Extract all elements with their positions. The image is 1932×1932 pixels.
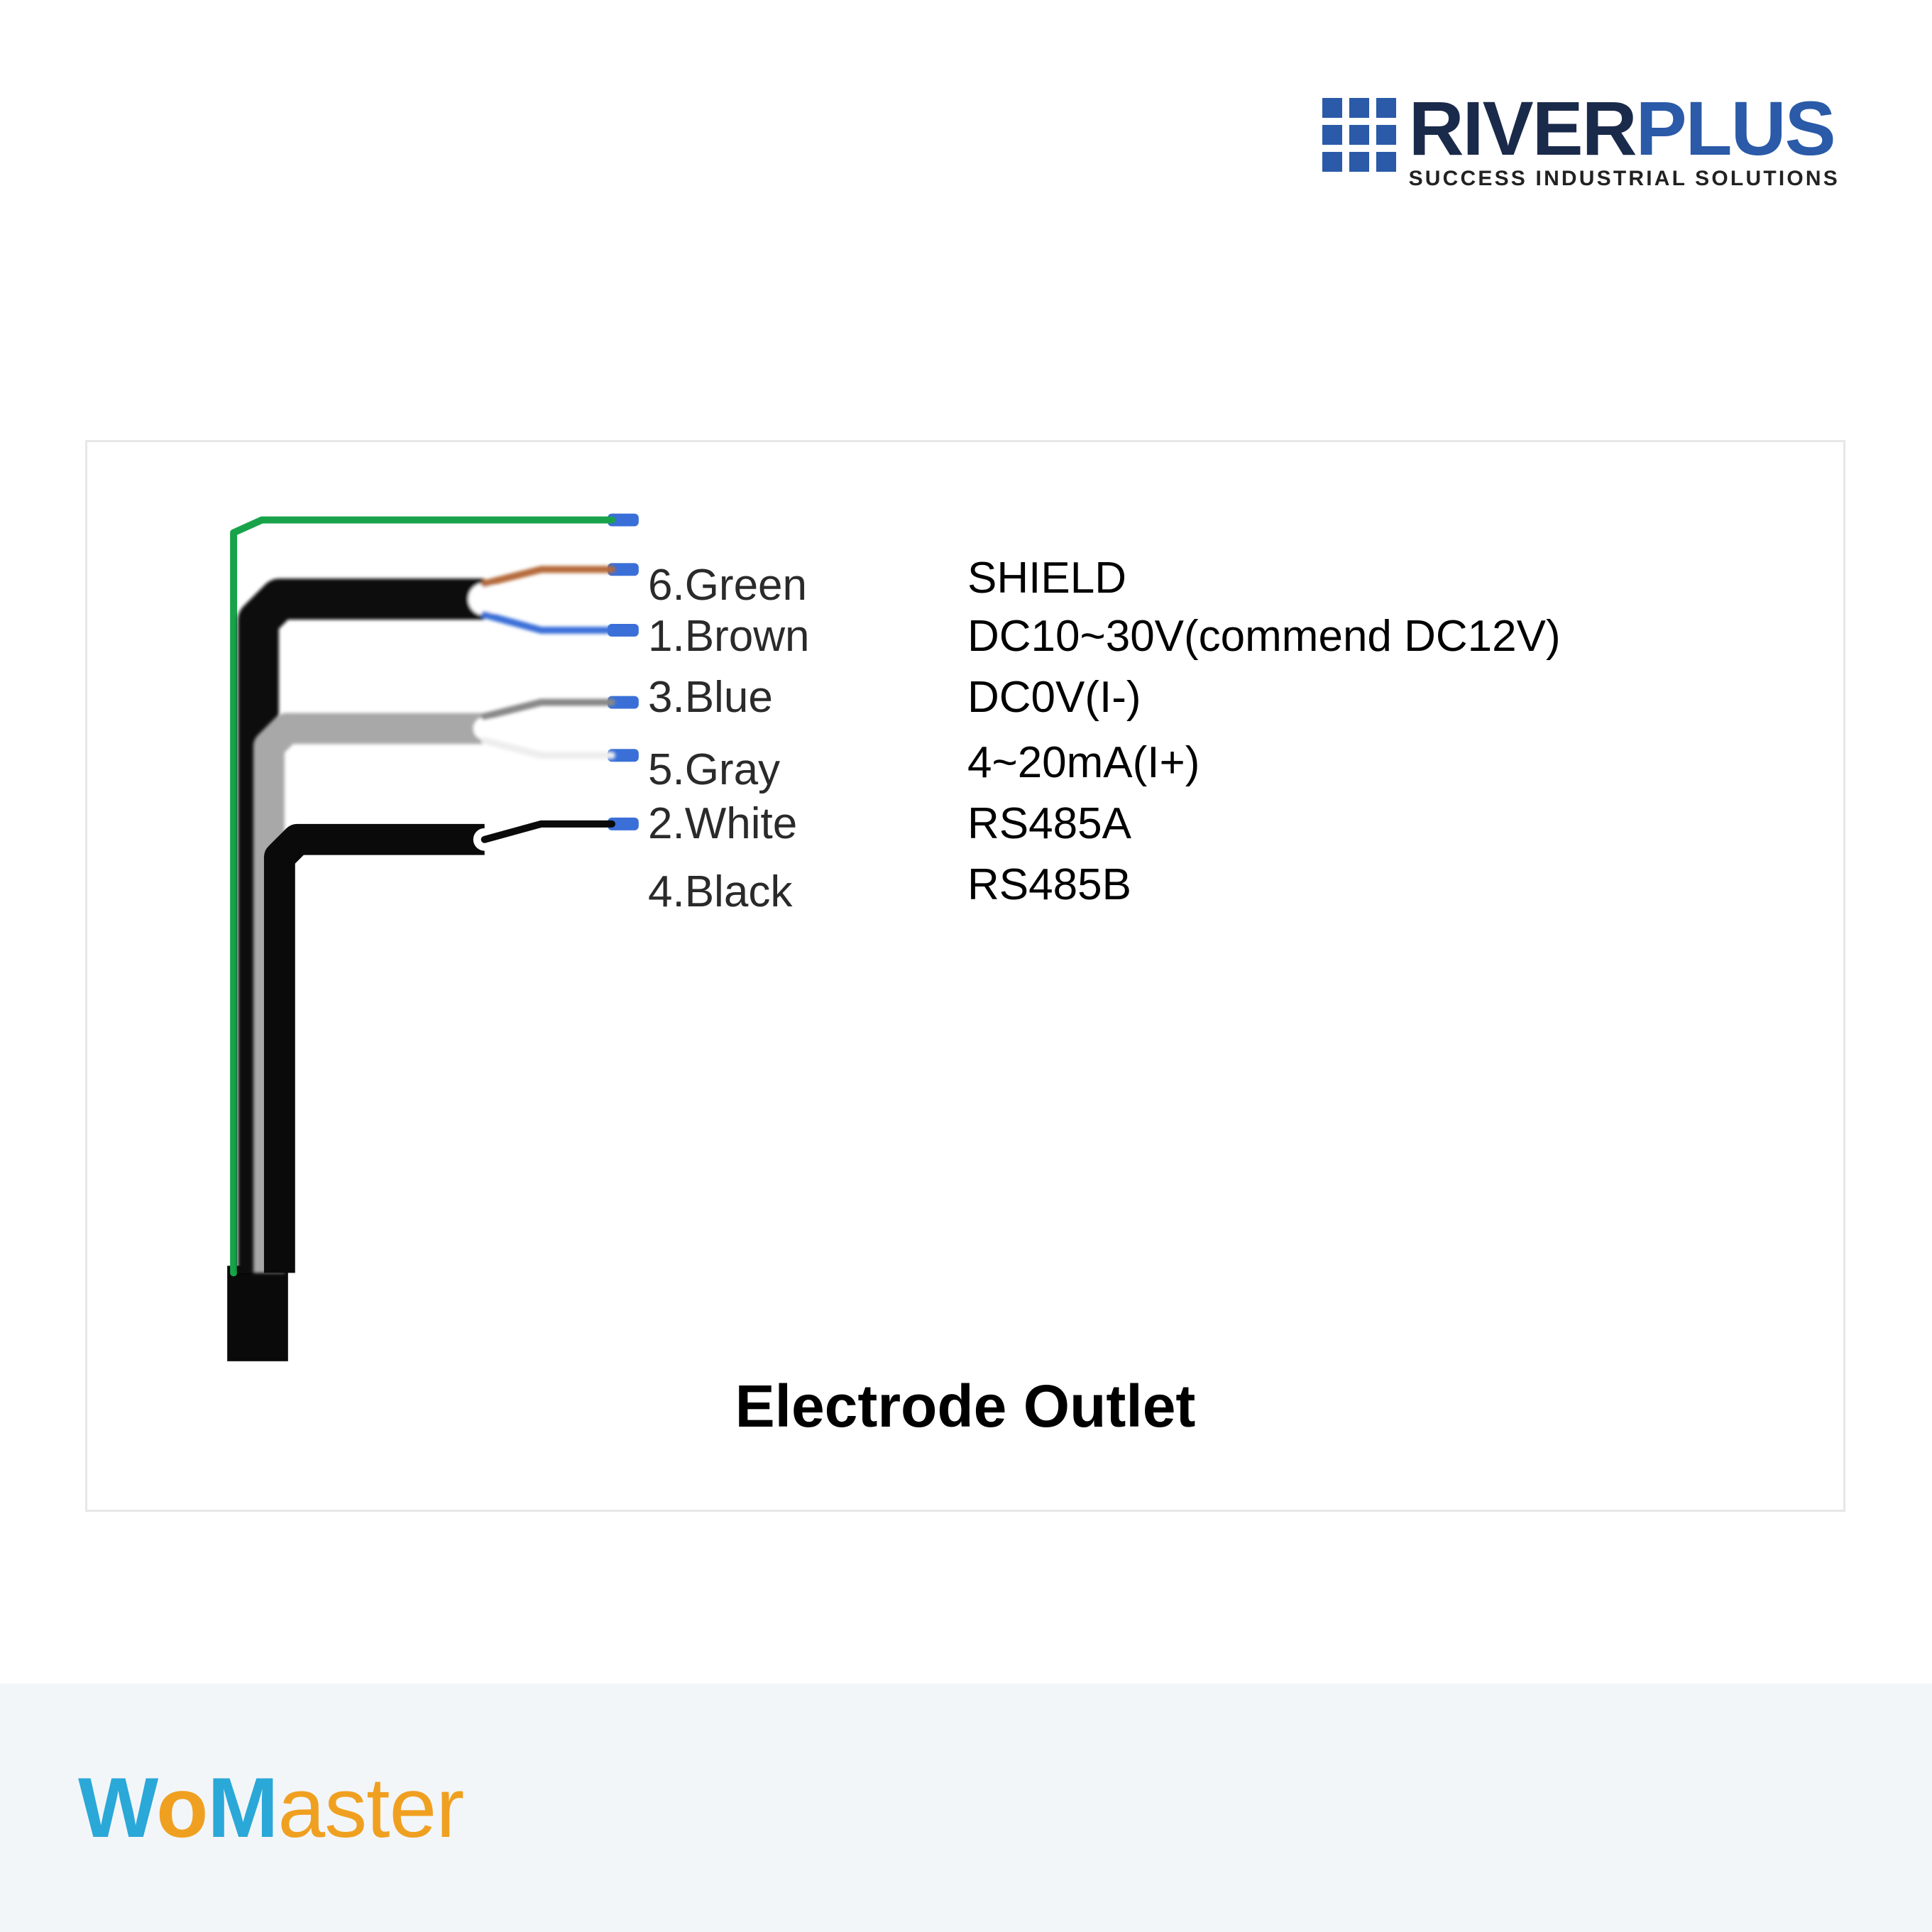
wire-label: 4.Black — [648, 867, 792, 917]
function-label: DC0V(I-) — [967, 672, 1141, 723]
footer-logo-part: M — [207, 1760, 278, 1855]
function-label: SHIELD — [967, 553, 1126, 603]
logo-name-b: PLUS — [1636, 85, 1835, 171]
footer-logo-part: aster — [278, 1760, 463, 1855]
wire-label: 3.Blue — [648, 672, 773, 723]
wiring-svg — [87, 442, 1843, 1510]
wire-label: 2.White — [648, 798, 797, 849]
function-label: DC10~30V(commend DC12V) — [967, 611, 1561, 662]
function-label: RS485A — [967, 798, 1131, 849]
logo-tagline: SUCCESS INDUSTRIAL SOLUTIONS — [1409, 167, 1840, 191]
function-label: RS485B — [967, 860, 1131, 910]
logo-main: RIVERPLUS — [1409, 92, 1840, 165]
footer-logo-part: W — [78, 1760, 156, 1855]
electrode-outlet-diagram: 6.Green1.Brown 3.Blue 5.Gray2.White 4.Black… — [85, 440, 1845, 1512]
wire-label: 6.Green — [648, 560, 807, 610]
wire-label: 1.Brown — [648, 611, 809, 662]
riverplus-logo: RIVERPLUS SUCCESS INDUSTRIAL SOLUTIONS — [1322, 92, 1840, 191]
logo-text: RIVERPLUS SUCCESS INDUSTRIAL SOLUTIONS — [1409, 92, 1840, 191]
logo-grid-icon — [1322, 98, 1396, 172]
footer-bar: WoMaster — [0, 1684, 1932, 1932]
function-label: 4~20mA(I+) — [967, 737, 1200, 788]
diagram-title: Electrode Outlet — [87, 1372, 1843, 1441]
footer-logo-part: o — [156, 1760, 207, 1855]
logo-name-a: RIVER — [1409, 85, 1636, 171]
womaster-logo: WoMaster — [78, 1759, 463, 1857]
wire-label: 5.Gray — [648, 745, 780, 795]
